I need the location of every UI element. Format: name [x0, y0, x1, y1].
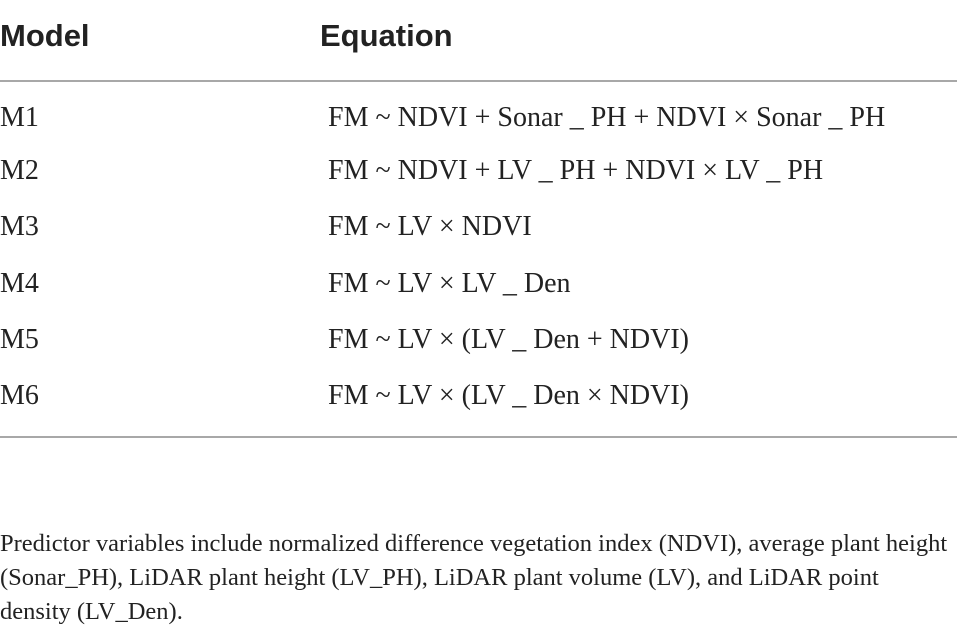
- equation-cell: FM ~ LV × LV _ Den: [328, 268, 571, 299]
- table-footnote: Predictor variables include normalized d…: [0, 529, 948, 625]
- equation-cell: FM ~ LV × (LV _ Den × NDVI): [328, 380, 689, 411]
- model-cell: M4: [0, 268, 39, 299]
- table-bottom-divider: [0, 436, 957, 438]
- table-row: M5 FM ~ LV × (LV _ Den + NDVI): [0, 320, 957, 360]
- table-row: M3 FM ~ LV × NDVI: [0, 207, 957, 247]
- equation-cell: FM ~ LV × (LV _ Den + NDVI): [328, 324, 689, 355]
- equation-cell: FM ~ NDVI + LV _ PH + NDVI × LV _ PH: [328, 155, 824, 186]
- model-cell: M6: [0, 380, 39, 411]
- model-cell: M3: [0, 211, 39, 242]
- table-row: M4 FM ~ LV × LV _ Den: [0, 264, 957, 304]
- header-divider: [0, 80, 957, 82]
- model-cell: M2: [0, 155, 39, 186]
- table-row: M6 FM ~ LV × (LV _ Den × NDVI): [0, 376, 957, 416]
- equation-cell: FM ~ NDVI + Sonar _ PH + NDVI × Sonar _ …: [328, 102, 886, 133]
- table-row: M2 FM ~ NDVI + LV _ PH + NDVI × LV _ PH: [0, 151, 957, 191]
- column-header-model: Model: [0, 18, 90, 53]
- table-row: M1 FM ~ NDVI + Sonar _ PH + NDVI × Sonar…: [0, 98, 957, 138]
- model-cell: M1: [0, 102, 39, 133]
- column-header-equation: Equation: [320, 18, 453, 53]
- equation-cell: FM ~ LV × NDVI: [328, 211, 532, 242]
- model-cell: M5: [0, 324, 39, 355]
